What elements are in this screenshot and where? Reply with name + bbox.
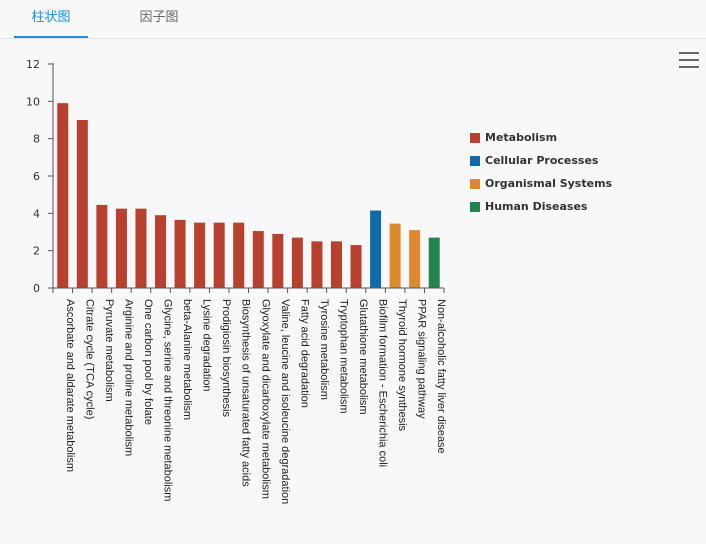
legend-swatch [470, 155, 480, 166]
y-axis: 0 2 4 6 8 10 12 [26, 58, 54, 295]
x-tick-label: One carbon pool by folate [142, 299, 154, 425]
legend-label: Metabolism [485, 131, 558, 144]
bar[interactable] [330, 241, 342, 288]
x-tick-label: Valine, leucine and isoleucine degradati… [279, 299, 291, 504]
bar[interactable] [311, 241, 323, 288]
bar[interactable] [155, 215, 167, 288]
x-tick-label: Arginine and proline metabolism [122, 299, 134, 456]
bar[interactable] [291, 237, 303, 288]
x-tick-label: PPAR signaling pathway [416, 299, 428, 419]
x-tick-label: Glycine, serine and threonine metabolism [162, 299, 174, 501]
bar[interactable] [409, 230, 421, 288]
bar[interactable] [213, 222, 225, 288]
legend-label: Organismal Systems [485, 177, 613, 190]
x-tick-label: beta-Alanine metabolism [181, 299, 193, 420]
hamburger-menu-icon[interactable] [679, 52, 699, 68]
y-tick-label: 0 [33, 282, 40, 295]
tab-bar: 柱状图 因子图 [0, 0, 706, 39]
legend: Metabolism Cellular Processes Organismal S… [470, 126, 612, 218]
bar[interactable] [389, 223, 401, 288]
x-tick-label: Ascorbate and aldarate metabolism [64, 299, 76, 472]
x-tick-label: Citrate cycle (TCA cycle) [83, 299, 95, 419]
y-tick-label: 2 [33, 245, 40, 258]
legend-item[interactable]: Human Diseases [470, 195, 612, 218]
x-tick-label: Biosynthesis of unsaturated fatty acids [240, 299, 252, 487]
y-tick-label: 12 [26, 58, 40, 71]
x-tick-label: Prodigiosin biosynthesis [220, 299, 232, 418]
bar[interactable] [370, 210, 382, 288]
legend-swatch [470, 201, 480, 212]
x-tick-label: Glutathione metabolism [357, 299, 369, 415]
bar[interactable] [96, 204, 108, 288]
tab-factor-chart[interactable]: 因子图 [139, 10, 179, 25]
legend-item[interactable]: Organismal Systems [470, 172, 612, 195]
x-tick-label: Non-alcoholic fatty liver disease [435, 299, 447, 454]
bar[interactable] [428, 237, 440, 288]
bar[interactable] [115, 208, 127, 288]
y-tick-label: 8 [33, 133, 40, 146]
y-tick-label: 4 [33, 207, 40, 220]
y-tick-label: 10 [26, 95, 40, 108]
x-tick-label: Fatty acid degradation [298, 299, 310, 408]
legend-item[interactable]: Metabolism [470, 126, 612, 149]
legend-swatch [470, 178, 480, 189]
legend-swatch [470, 132, 480, 143]
x-tick-label: Tyrosine metabolism [318, 299, 330, 400]
bars [57, 103, 440, 288]
y-tick-label: 6 [33, 170, 40, 183]
x-tick-label: Glyoxylate and dicarboxylate metabolism [259, 299, 271, 499]
x-tick-label: Lysine degradation [201, 299, 213, 392]
x-tick-label: Thyroid hormone synthesis [396, 299, 408, 432]
bar[interactable] [350, 245, 362, 288]
x-tick-label: Pyruvate metabolism [103, 299, 115, 402]
bar[interactable] [252, 231, 264, 288]
legend-item[interactable]: Cellular Processes [470, 149, 612, 172]
x-axis: Ascorbate and aldarate metabolism Citrate… [52, 287, 447, 504]
x-tick-label: Tryptophan metabolism [337, 299, 349, 414]
legend-label: Cellular Processes [485, 154, 599, 167]
bar[interactable] [233, 222, 245, 288]
bar[interactable] [76, 120, 88, 288]
bar[interactable] [272, 233, 284, 288]
bar[interactable] [194, 222, 206, 288]
tab-bar-chart[interactable]: 柱状图 [14, 0, 88, 38]
bar[interactable] [174, 219, 186, 288]
bar[interactable] [135, 208, 147, 288]
x-tick-label: Biofilm formation - Escherichia coli [377, 299, 389, 467]
legend-label: Human Diseases [485, 200, 588, 213]
bar[interactable] [57, 103, 69, 288]
